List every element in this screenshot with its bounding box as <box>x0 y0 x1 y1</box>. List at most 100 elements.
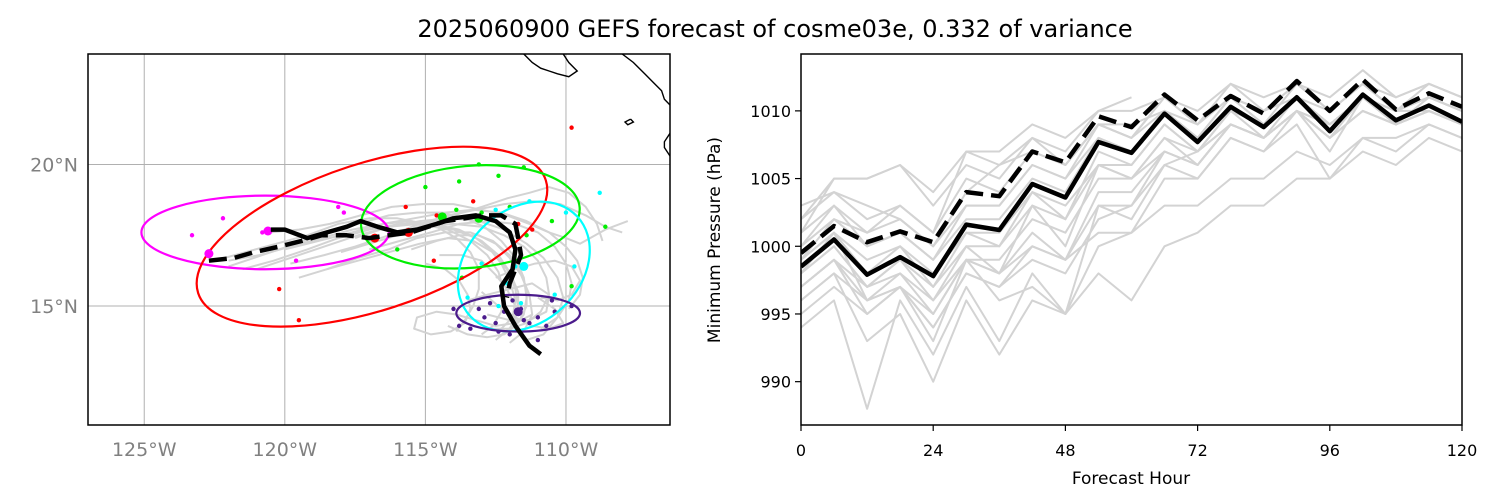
member-position-point <box>189 233 195 238</box>
coastline <box>523 54 670 157</box>
member-position-point <box>507 332 512 337</box>
member-position-point <box>597 190 602 195</box>
member-position-point <box>549 298 555 303</box>
member-position-point <box>527 320 532 326</box>
member-pressure-line <box>801 123 1462 383</box>
member-position-point <box>521 318 526 323</box>
operational-pressure-line <box>801 77 1462 255</box>
cluster-center-point <box>519 261 529 271</box>
member-position-point <box>476 306 482 312</box>
figure-title: 2025060900 GEFS forecast of cosme03e, 0.… <box>417 15 1132 43</box>
x-tick-label: 72 <box>1187 441 1207 460</box>
member-position-point <box>456 179 462 184</box>
map-lon-tick-label: 125°W <box>112 439 177 461</box>
y-tick-label: 1010 <box>750 102 791 121</box>
member-position-point <box>296 318 302 323</box>
cluster-center-point <box>513 307 523 317</box>
y-tick-label: 1000 <box>750 237 791 256</box>
member-position-point <box>341 210 347 215</box>
operational-track <box>208 213 524 299</box>
track-map-panel: 125°W 120°W 115°W 110°W 15°N 20°N <box>30 53 671 461</box>
member-position-point <box>549 218 555 224</box>
member-pressure-line <box>801 96 1462 248</box>
member-position-point <box>423 184 428 190</box>
member-position-point <box>510 298 515 303</box>
member-position-point <box>563 210 569 215</box>
cluster-ellipse <box>195 145 549 328</box>
y-tick-label: 990 <box>760 373 791 392</box>
cluster-ellipses <box>140 145 591 333</box>
member-pressure-line <box>801 109 1462 315</box>
member-track <box>439 254 517 339</box>
cluster-ellipse <box>140 194 390 271</box>
member-position-point <box>434 213 439 218</box>
member-pressure-line <box>801 96 1462 410</box>
member-position-point <box>260 230 265 235</box>
mean-pressure-line <box>801 92 1462 279</box>
y-tick-label: 1005 <box>750 170 791 189</box>
map-lat-tick-label: 20°N <box>30 154 78 176</box>
member-position-point <box>454 207 459 212</box>
member-position-point <box>470 199 476 204</box>
member-position-point <box>293 258 299 263</box>
map-lon-tick-label: 110°W <box>534 439 599 461</box>
member-position-point <box>220 216 226 221</box>
coastline-segment <box>621 54 670 106</box>
highlight-tracks <box>208 213 543 356</box>
member-position-point <box>451 306 456 312</box>
member-position-point <box>336 204 341 210</box>
member-position-point <box>479 261 484 266</box>
member-position-point <box>572 264 577 269</box>
member-position-point <box>403 204 408 210</box>
map-gridlines <box>88 54 670 425</box>
map-lat-tick-label: 15°N <box>30 296 78 318</box>
cluster-center-point <box>204 249 214 259</box>
coastline-segment <box>623 118 635 126</box>
member-track <box>467 282 551 322</box>
member-pressure-line <box>801 109 1462 329</box>
member-position-point <box>535 337 541 343</box>
x-axis-label: Forecast Hour <box>1072 469 1190 489</box>
member-position-point <box>544 323 549 329</box>
cluster-ellipse <box>359 164 581 270</box>
member-pressure-line <box>801 96 1132 220</box>
member-position-point <box>530 227 535 232</box>
member-position-point <box>482 315 487 320</box>
member-position-point <box>431 258 437 263</box>
member-position-point <box>276 286 282 292</box>
coastline-segment <box>523 54 579 78</box>
member-pressure-lines <box>801 69 1462 410</box>
member-position-point <box>456 323 462 329</box>
member-pressure-line <box>801 96 1462 329</box>
member-pressure-line <box>801 123 1462 288</box>
map-lon-tick-label: 120°W <box>253 439 318 461</box>
member-position-point <box>569 284 574 289</box>
member-position-point <box>468 326 473 331</box>
map-tick-labels: 125°W 120°W 115°W 110°W 15°N 20°N <box>30 154 598 461</box>
member-pressure-line <box>801 82 1462 234</box>
coastline-segment <box>663 132 670 157</box>
intensity-frame <box>800 53 1463 426</box>
member-position-point <box>518 301 524 306</box>
member-position-point <box>487 301 493 306</box>
cluster-ellipse <box>456 200 591 333</box>
member-position-point <box>569 125 574 130</box>
member-position-point <box>493 320 498 326</box>
x-tick-label: 96 <box>1320 441 1340 460</box>
intensity-ticks: 0 24 48 72 96 120 990 995 1000 1005 1010 <box>750 102 1477 460</box>
x-tick-label: 24 <box>923 441 943 460</box>
member-pressure-line <box>801 136 1462 315</box>
x-tick-label: 120 <box>1447 441 1478 460</box>
y-axis-label: Minimum Pressure (hPa) <box>705 137 725 343</box>
map-lon-tick-label: 115°W <box>393 439 458 461</box>
member-track <box>326 237 520 338</box>
member-position-point <box>603 224 608 229</box>
member-position-point <box>465 295 470 300</box>
member-position-point <box>395 247 400 252</box>
intensity-panel: 0 24 48 72 96 120 990 995 1000 1005 1010 Forecast … <box>705 53 1477 489</box>
member-position-point <box>552 292 557 297</box>
member-position-point <box>493 207 498 212</box>
map-frame <box>87 53 671 426</box>
member-track <box>214 217 517 330</box>
